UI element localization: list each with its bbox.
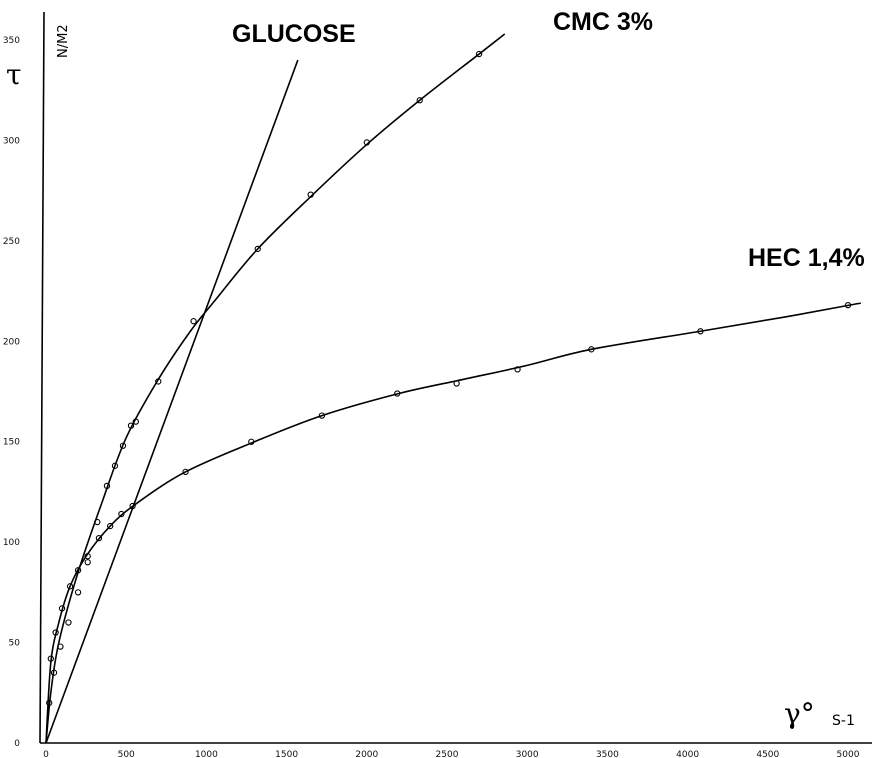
data-point-cmc [155,378,162,385]
data-point-cmc [307,191,314,198]
data-point-hec [394,390,401,397]
y-tick-label: 350 [3,36,20,46]
series-line-glucose [45,59,299,744]
data-point-cmc [254,245,261,253]
data-point-hec [514,366,521,373]
series-label-hec: HEC 1,4% [748,244,865,272]
y-tick-label: 250 [3,237,20,247]
x-axis-symbol: γ° [784,697,815,730]
y-tick-label: 50 [9,639,21,649]
data-point-cmc [363,139,370,146]
series-points [46,50,852,706]
data-point-cmc [111,462,119,469]
data-point-hec [66,583,74,590]
data-point-hec [697,328,704,335]
series-line-hec [45,302,861,744]
data-point-hec [52,629,59,636]
data-point-cmc [103,482,111,490]
data-point-hec [74,567,82,574]
data-point-cmc [119,442,127,449]
tick-labels: 0 500 1000 1500 2000 2500 3000 3500 4000 4500 5000… [3,36,860,758]
data-point-cmc [416,97,423,104]
y-tick-label: 200 [3,337,20,347]
x-axis-unit: S-1 [832,713,855,729]
x-tick-label: 4000 [676,750,699,758]
series-label-glucose: GLUCOSE [232,20,356,48]
data-point-hec [248,438,255,445]
data-point-hec [129,502,136,510]
data-point-hec [58,605,66,612]
data-point-hec [182,468,189,475]
x-tick-label: 3000 [516,750,539,758]
data-point-hec [84,553,91,560]
series-line-cmc [45,33,506,744]
series-label-cmc: CMC 3% [553,8,653,36]
y-axis-symbol: τ [6,58,22,91]
data-point-hec [588,346,595,353]
data-point-cmc [65,619,72,626]
data-point-hec [844,301,852,309]
x-tick-label: 1000 [195,750,218,758]
data-point-cmc [94,518,101,526]
x-tick-label: 2500 [436,750,459,758]
data-point-cmc [132,418,139,425]
x-tick-label: 500 [118,750,135,758]
data-point-hec [107,522,114,530]
data-point-cmc [127,422,135,429]
data-point-cmc [50,669,58,676]
y-axis-unit: N/M2 [56,24,71,58]
x-tick-label: 2000 [355,750,378,758]
series-curves [45,33,861,744]
x-tick-label: 5000 [837,750,860,758]
x-tick-label: 1500 [275,750,298,758]
data-point-cmc [190,318,197,325]
y-axis-line [39,11,45,744]
y-tick-label: 100 [3,538,20,548]
x-tick-label: 0 [43,750,49,758]
data-point-cmc [475,50,483,58]
data-point-cmc [84,559,91,566]
x-tick-label: 4500 [756,750,779,758]
data-point-hec [47,655,54,662]
data-point-hec [118,510,125,518]
y-tick-label: 0 [14,739,20,749]
data-point-cmc [57,643,64,650]
x-tick-label: 3500 [596,750,619,758]
data-point-hec [95,534,103,542]
data-point-cmc [74,589,82,596]
data-point-hec [453,380,460,387]
data-point-cmc [46,699,53,706]
y-tick-label: 300 [3,136,20,146]
y-tick-label: 150 [3,438,20,448]
data-point-hec [318,412,326,419]
axes [39,11,872,744]
